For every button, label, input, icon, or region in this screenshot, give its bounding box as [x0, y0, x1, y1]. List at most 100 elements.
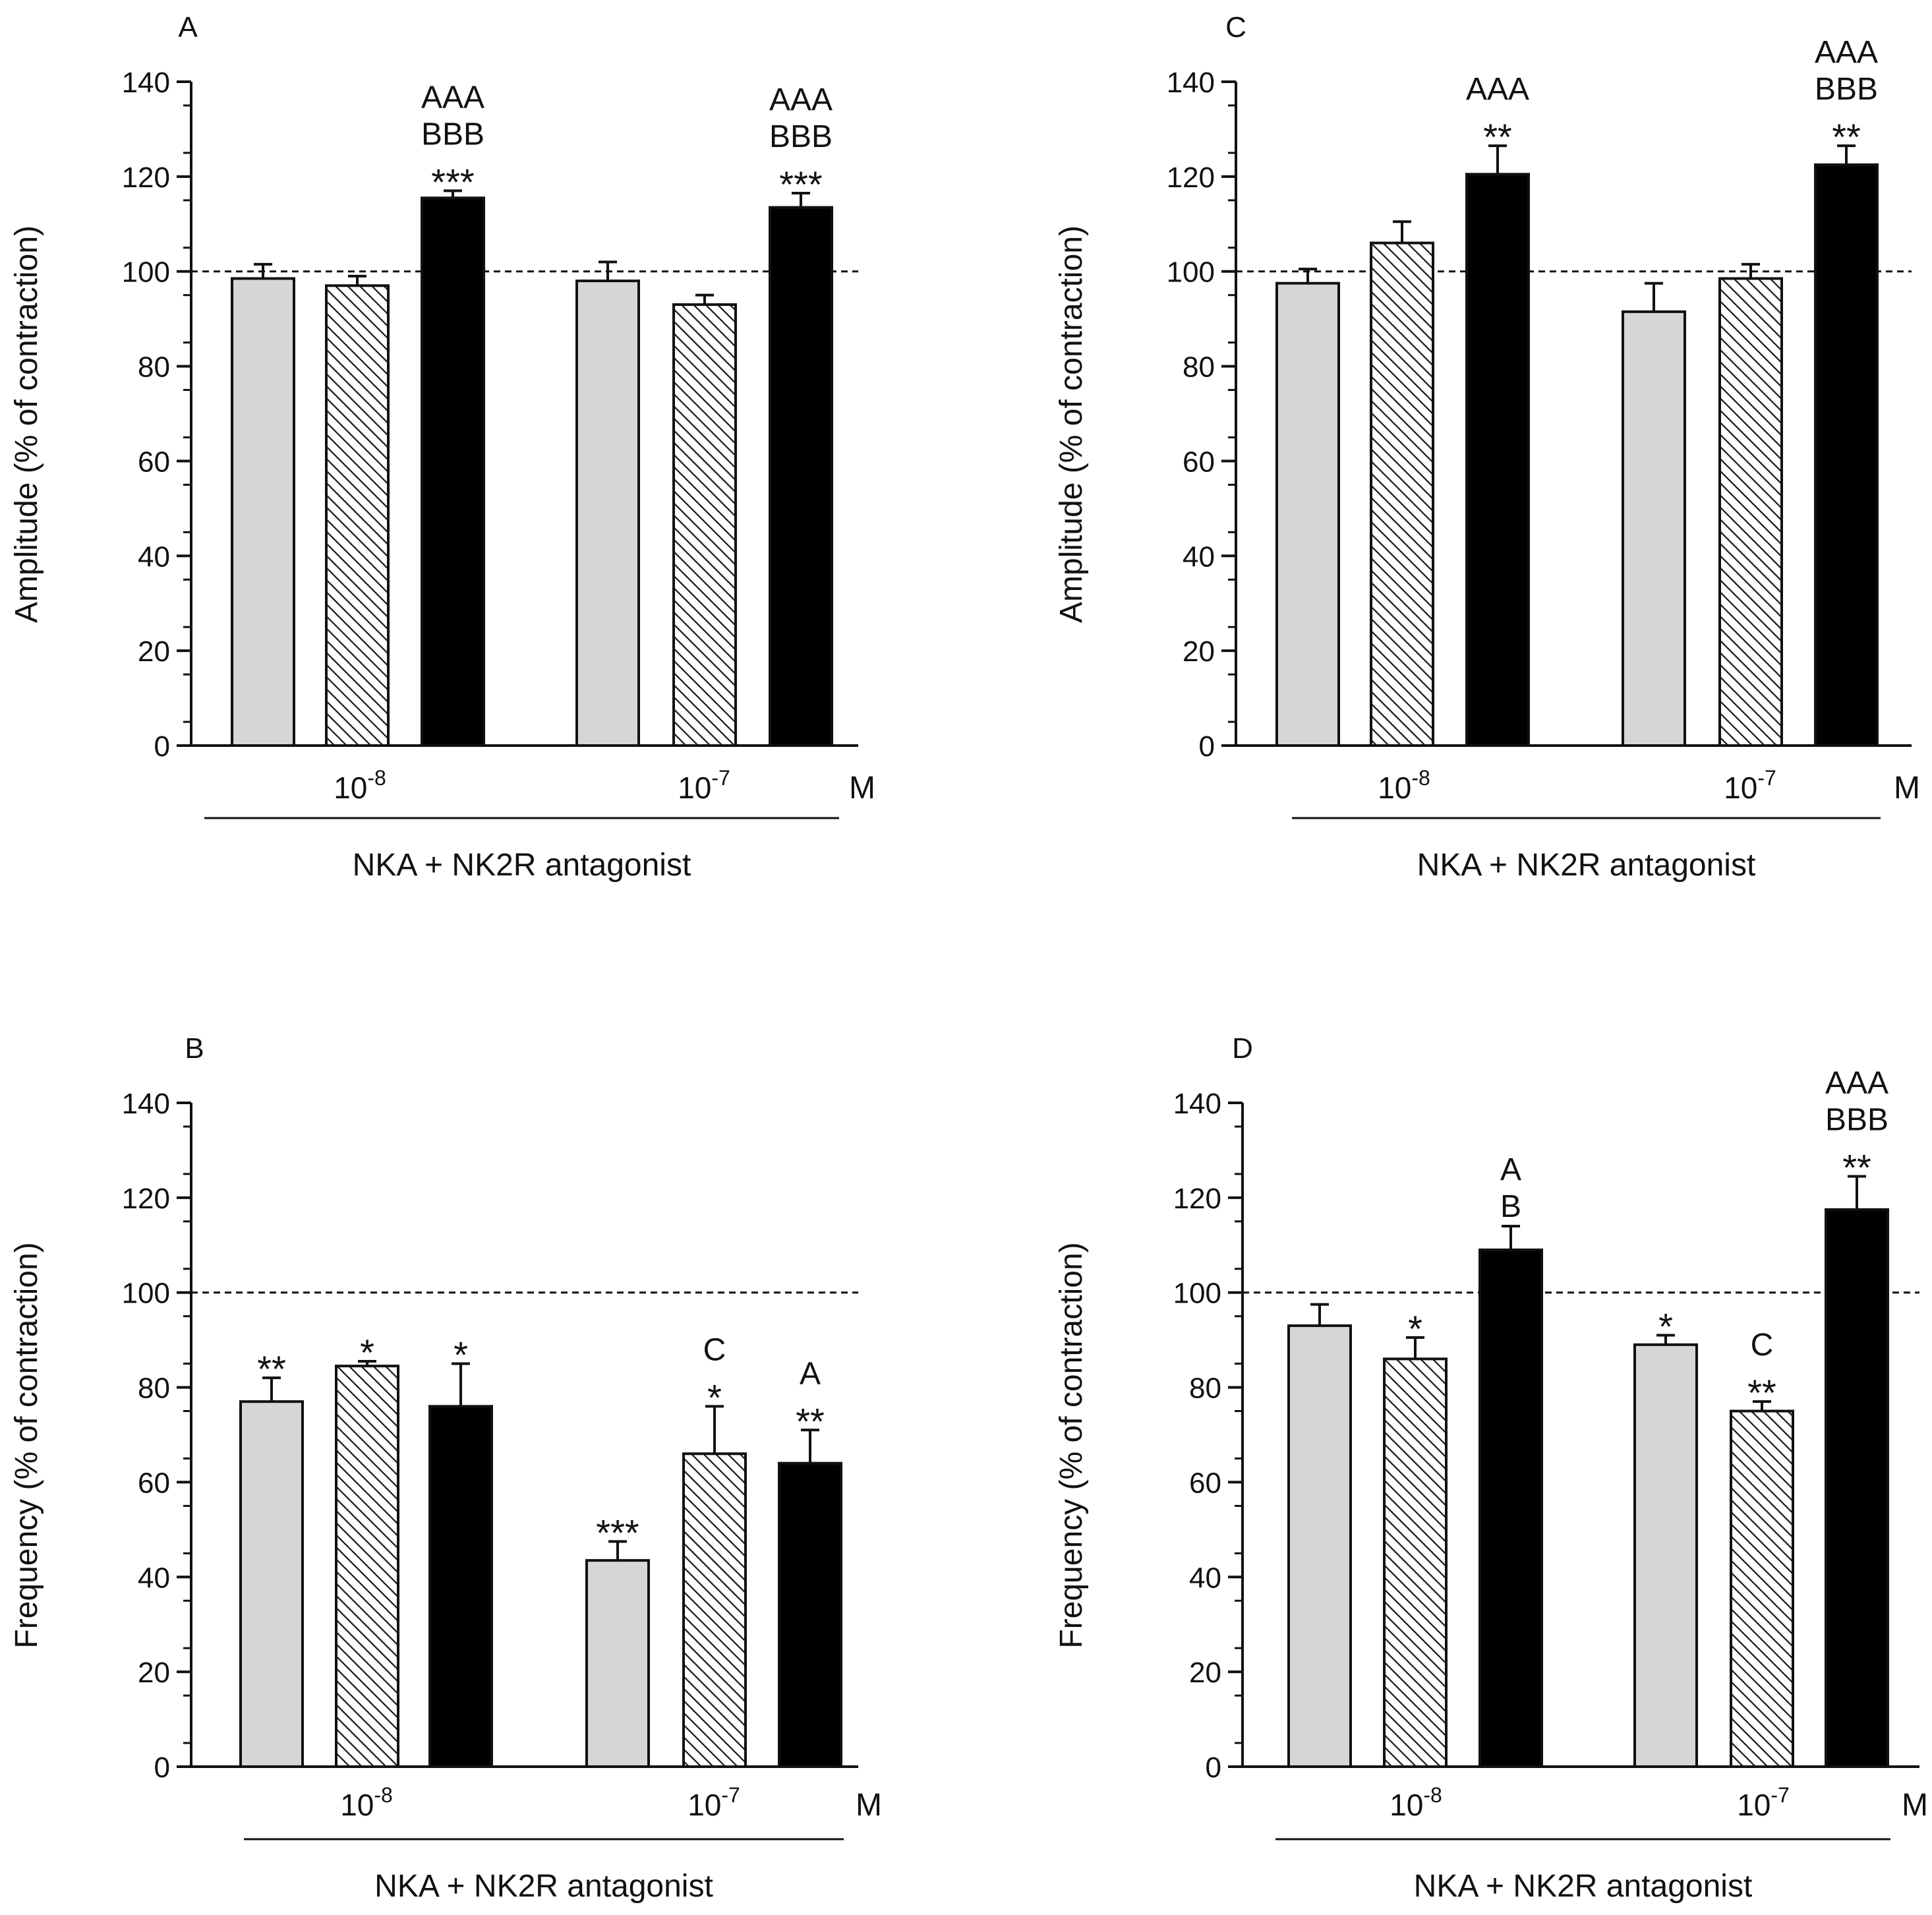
bar-black	[1814, 163, 1879, 747]
y-tick-label: 20	[1183, 635, 1215, 668]
y-tick-label: 140	[1173, 1088, 1221, 1120]
significance-stars: **	[1832, 116, 1861, 158]
y-tick-label: 60	[1189, 1467, 1221, 1499]
y-tick-label: 140	[1167, 67, 1215, 99]
panel-label: C	[1225, 11, 1246, 44]
bar-hatched	[1718, 277, 1783, 747]
significance-stars: ***	[779, 163, 822, 205]
bar-black	[769, 206, 833, 747]
x-axis-title: NKA + NK2R antagonist	[1417, 848, 1756, 883]
y-tick-label: 40	[1183, 541, 1215, 573]
y-tick-label: 120	[1167, 162, 1215, 194]
significance-stars: **	[1483, 116, 1512, 158]
y-tick-label: 100	[122, 1278, 170, 1310]
significance-stars: *	[707, 1376, 722, 1418]
panel-label: B	[185, 1032, 204, 1065]
significance-letters: AAA	[1815, 35, 1878, 70]
unit-label: M	[1894, 771, 1920, 806]
significance-letters: BBB	[1825, 1102, 1888, 1137]
unit-label: M	[856, 1788, 882, 1823]
significance-letters: BBB	[421, 117, 484, 152]
y-tick-label: 100	[1173, 1278, 1221, 1310]
y-tick-label: 80	[1189, 1372, 1221, 1405]
significance-letters: AAA	[1825, 1065, 1888, 1100]
x-concentration-label: 10-8	[334, 766, 386, 805]
x-concentration-label: 10-7	[688, 1783, 740, 1822]
significance-letters: B	[1500, 1189, 1521, 1224]
significance-stars: *	[454, 1334, 468, 1376]
y-tick-label: 40	[138, 541, 170, 573]
x-concentration-label: 10-7	[1737, 1783, 1790, 1822]
bar-black	[428, 1405, 493, 1768]
y-tick-label: 120	[122, 1183, 170, 1215]
y-tick-label: 140	[122, 67, 170, 99]
bar-hatched	[672, 303, 737, 748]
x-axis-title: NKA + NK2R antagonist	[353, 848, 691, 883]
significance-stars: *	[1408, 1308, 1422, 1349]
bar-black	[1465, 173, 1530, 747]
y-tick-label: 60	[138, 1467, 170, 1499]
bar-hatched	[1730, 1409, 1794, 1768]
bar-black	[778, 1461, 842, 1769]
significance-letters: BBB	[1815, 72, 1878, 107]
bar-gray	[231, 277, 295, 747]
bar-black	[421, 196, 485, 748]
significance-letters: C	[1751, 1328, 1774, 1363]
x-axis-title: NKA + NK2R antagonist	[1414, 1869, 1753, 1904]
significance-letters: C	[703, 1332, 726, 1367]
y-tick-label: 40	[1189, 1562, 1221, 1594]
bar-gray	[1633, 1343, 1698, 1768]
panel-d: D 0 20 40 60 80 100 120 140 Frequency (% of contr…	[1054, 1032, 1928, 1904]
significance-letters: AAA	[1466, 72, 1529, 107]
bar-hatched	[335, 1365, 399, 1769]
unit-label: M	[1902, 1788, 1928, 1823]
y-tick-label: 80	[138, 1372, 170, 1405]
bar-hatched	[1383, 1357, 1448, 1768]
x-concentration-label: 10-7	[1724, 766, 1776, 805]
bar-gray	[575, 280, 640, 748]
x-concentration-label: 10-8	[1378, 766, 1430, 805]
y-tick-label: 60	[138, 446, 170, 478]
x-axis-title: NKA + NK2R antagonist	[374, 1869, 713, 1904]
panel-a: A 0 20 40 60 80 100 120 140 Amplitude (% of contr…	[9, 11, 875, 883]
bar-gray	[1622, 310, 1686, 747]
significance-stars: **	[796, 1400, 825, 1442]
bar-gray	[1275, 281, 1340, 748]
bar-gray	[1287, 1324, 1352, 1769]
significance-letters: AAA	[769, 82, 833, 117]
y-tick-label: 0	[154, 1752, 170, 1784]
y-tick-label: 20	[138, 1657, 170, 1689]
y-tick-label: 100	[1167, 256, 1215, 289]
significance-stars: **	[1747, 1372, 1776, 1413]
bar-hatched	[325, 284, 390, 747]
y-tick-label: 120	[1173, 1183, 1221, 1215]
panel-b: B 0 20 40 60 80 100 120 140 Frequency (% of contr…	[9, 1032, 882, 1904]
y-tick-label: 0	[154, 730, 170, 763]
panel-label: D	[1232, 1032, 1253, 1065]
bar-hatched	[1370, 241, 1434, 747]
y-tick-label: 80	[138, 351, 170, 384]
y-tick-label: 0	[1199, 730, 1215, 763]
y-tick-label: 0	[1206, 1752, 1221, 1784]
y-tick-label: 20	[138, 635, 170, 668]
significance-stars: *	[1658, 1305, 1673, 1347]
y-tick-label: 60	[1183, 446, 1215, 478]
y-tick-label: 100	[122, 256, 170, 289]
significance-stars: **	[257, 1348, 286, 1390]
x-concentration-label: 10-8	[1390, 1783, 1442, 1822]
bar-hatched	[682, 1452, 747, 1769]
panel-label: A	[178, 11, 198, 44]
significance-stars: ***	[596, 1512, 639, 1553]
y-tick-label: 120	[122, 162, 170, 194]
y-tick-label: 140	[122, 1088, 170, 1120]
significance-stars: ***	[431, 161, 474, 202]
significance-letters: A	[800, 1356, 821, 1391]
y-tick-label: 40	[138, 1562, 170, 1594]
bar-black	[1478, 1248, 1543, 1768]
bar-gray	[239, 1400, 304, 1768]
x-concentration-label: 10-8	[340, 1783, 393, 1822]
bar-gray	[585, 1559, 650, 1768]
y-axis-title: Amplitude (% of contraction)	[9, 225, 44, 623]
significance-stars: *	[360, 1332, 374, 1373]
